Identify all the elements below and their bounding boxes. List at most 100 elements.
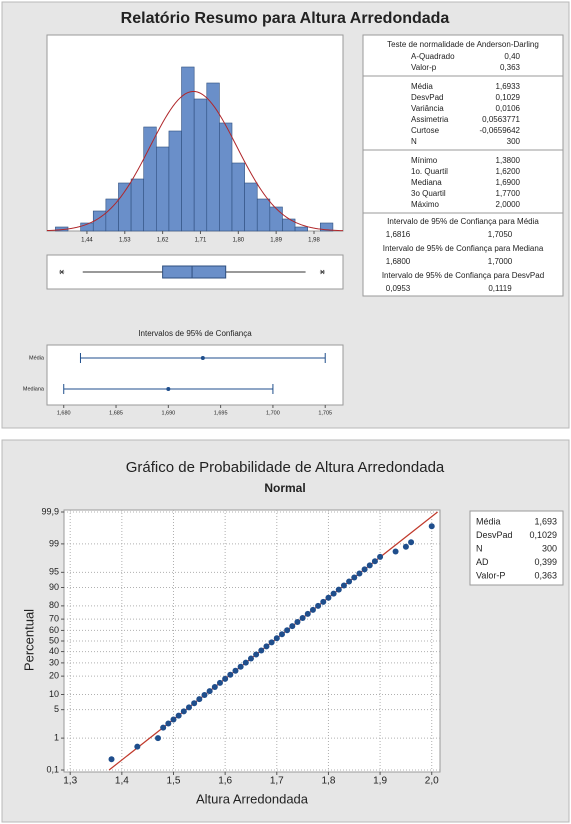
stat-label: Valor-p [411,63,437,72]
y-tick-label: 90 [49,582,59,592]
ci-point [166,387,171,391]
data-point [242,659,249,666]
data-point [356,570,363,577]
stat-value: 1,6900 [496,178,521,187]
data-point [315,602,322,609]
x-tick-label: 1,705 [318,410,332,416]
stat-value: 0,0563771 [482,115,520,124]
data-point [196,696,203,703]
row-label: Mediana [23,386,45,392]
x-tick-label: 1,62 [157,238,169,244]
data-point [408,539,415,546]
data-point [211,684,218,691]
legend-label: N [476,543,483,553]
stat-value: 1,3800 [496,156,521,165]
data-point [160,724,167,731]
histogram-bar [256,198,271,232]
interval-value: 1,6800 [386,257,411,266]
interval-value: 0,0953 [386,284,411,293]
normal-curve [46,90,344,232]
stat-label: DesvPad [411,93,443,102]
x-tick-label: 1,98 [308,238,320,244]
histogram-bar [231,162,245,232]
interval-header: Intervalo de 95% de Confiança para DesvP… [382,271,544,280]
interval-header: Intervalo de 95% de Confiança para Media… [383,244,544,253]
data-point [180,708,187,715]
data-point [428,523,435,530]
box [162,265,227,279]
histogram-bar [193,98,208,232]
data-point [232,667,239,674]
stat-label: Máximo [411,200,440,209]
data-point [361,566,368,573]
histogram-bar [244,182,258,232]
data-point [247,655,254,662]
stat-value: 300 [507,137,521,146]
data-point [253,651,260,658]
report-title: Relatório Resumo para Altura Arredondada [121,10,450,27]
y-tick-label: 1 [54,732,59,742]
legend-label: Valor-P [476,570,505,580]
stat-value: 0,1029 [496,93,521,102]
interval-value: 1,6816 [386,230,411,239]
histogram-bar [130,178,145,232]
y-tick-label: 50 [49,635,59,645]
y-tick-label: 10 [49,689,59,699]
data-point [340,582,347,589]
data-point [309,606,316,613]
stat-value: 0,0106 [496,104,521,113]
y-tick-label: 30 [49,657,59,667]
data-point [258,647,265,654]
x-tick-label: 1,5 [167,776,181,787]
x-tick-label: 1,3 [63,776,77,787]
data-point [284,627,291,634]
interval-value: 1,7000 [488,257,513,266]
x-tick-label: 1,690 [161,410,175,416]
interval-area [46,344,344,406]
legend-label: DesvPad [476,530,513,540]
histogram-bar [156,146,170,232]
data-point [351,574,358,581]
ci-point [200,356,205,360]
x-tick-label: 1,9 [373,776,387,787]
stat-label: A-Quadrado [411,52,455,61]
probability-legend [469,510,564,586]
x-tick-label: 1,4 [115,776,129,787]
data-point [299,615,306,622]
data-point [377,553,384,560]
data-point [320,598,327,605]
legend-value: 0,399 [534,557,557,567]
interval-title: Intervalos de 95% de Confiança [138,329,252,338]
x-tick-label: 1,700 [266,410,280,416]
data-point [237,663,244,670]
legend-value: 0,363 [534,570,557,580]
data-point [134,743,141,750]
stat-label: Mínimo [411,156,438,165]
y-tick-label: 60 [49,625,59,635]
table-header: Teste de normalidade de Anderson-Darling [387,40,539,49]
histogram-bar [219,122,233,232]
histogram-bar [269,206,283,232]
data-point [325,594,332,601]
histogram-bar [294,226,308,232]
x-tick-label: 1,80 [232,238,244,244]
stat-value: 0,363 [500,63,521,72]
x-tick-label: 1,695 [214,410,228,416]
data-point [392,548,399,555]
stat-value: 1,6933 [496,82,521,91]
y-tick-label: 99,9 [41,506,59,516]
data-point [294,619,301,626]
x-tick-label: 1,680 [57,410,71,416]
stat-label: Média [411,82,433,91]
legend-value: 1,693 [534,516,557,526]
y-tick-label: 95 [49,567,59,577]
x-tick-label: 1,89 [270,238,282,244]
data-point [170,716,177,723]
outlier [59,269,65,275]
stat-label: 3o Quartil [411,189,446,198]
y-tick-label: 70 [49,613,59,623]
interval-value: 1,7050 [488,230,513,239]
stat-label: 1o. Quartil [411,167,448,176]
